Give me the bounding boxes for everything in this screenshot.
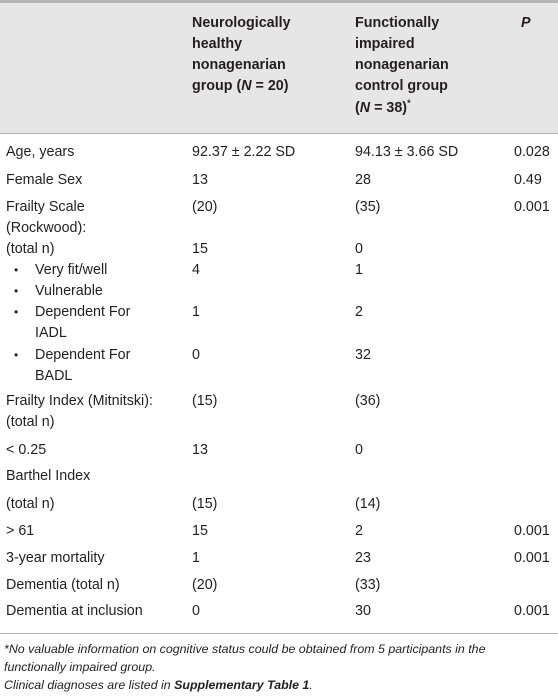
bullet-dependent-iadl: • (14, 305, 19, 319)
row-label-lt-025: < 0.25 (6, 442, 47, 458)
row-dependent-iadl-impaired: 2 (355, 304, 363, 320)
row-label-dependent-iadl: Dependent For (35, 304, 131, 320)
row-frailty-scale-p: 0.001 (514, 199, 550, 215)
row-age-healthy: 92.37 ± 2.22 SD (192, 144, 296, 160)
row-gt-61-impaired: 2 (355, 523, 363, 539)
row-frailty-index-healthy: (15) (192, 393, 218, 409)
top-rule (0, 0, 558, 3)
row-label-very-fit: Very fit/well (35, 262, 108, 278)
row-mortality-healthy: 1 (192, 550, 200, 566)
row-label-vulnerable: Vulnerable (35, 283, 103, 299)
row-dependent-badl-impaired: 32 (355, 347, 371, 363)
row-label-frailty-index-2: (total n) (6, 414, 55, 430)
footnote-line-1: *No valuable information on cognitive st… (4, 642, 486, 656)
bullet-vulnerable: • (14, 284, 19, 298)
row-barthel-total-healthy: (15) (192, 496, 218, 512)
header-col2-line2: impaired (355, 36, 415, 52)
row-label-dementia-total: Dementia (total n) (6, 577, 120, 593)
row-female-healthy: 13 (192, 172, 208, 188)
row-label-barthel-total: (total n) (6, 496, 55, 512)
row-frailty-scale-healthy: (20) (192, 199, 218, 215)
row-female-p: 0.49 (514, 172, 542, 188)
header-rule (0, 133, 558, 134)
row-mortality-p: 0.001 (514, 550, 550, 566)
row-dependent-badl-healthy: 0 (192, 347, 200, 363)
row-frailty-index-impaired: (36) (355, 393, 381, 409)
row-age-p: 0.028 (514, 144, 550, 160)
row-label-age: Age, years (6, 144, 75, 160)
row-very-fit-impaired: 1 (355, 262, 363, 278)
row-frailty-total-impaired: 0 (355, 241, 363, 257)
row-frailty-scale-impaired: (35) (355, 199, 381, 215)
row-dementia-inclusion-p: 0.001 (514, 603, 550, 619)
row-dementia-total-healthy: (20) (192, 577, 218, 593)
row-label-mortality: 3-year mortality (6, 550, 105, 566)
row-barthel-total-impaired: (14) (355, 496, 381, 512)
header-col1-line4: group (N = 20) (192, 78, 289, 94)
supplementary-table-ref: Supplementary Table 1 (174, 678, 310, 692)
row-label-dependent-badl: Dependent For (35, 347, 131, 363)
row-label-dementia-inclusion: Dementia at inclusion (6, 603, 143, 619)
row-label-frailty-scale-2: (Rockwood): (6, 220, 87, 236)
row-frailty-total-healthy: 15 (192, 241, 208, 257)
header-col2-line5: (N = 38)* (355, 98, 411, 117)
bottom-rule (0, 633, 558, 634)
row-dependent-iadl-healthy: 1 (192, 304, 200, 320)
row-dementia-total-impaired: (33) (355, 577, 381, 593)
row-female-impaired: 28 (355, 172, 371, 188)
header-col1-line3: nonagenarian (192, 57, 286, 73)
row-lt-025-healthy: 13 (192, 442, 208, 458)
row-gt-61-healthy: 15 (192, 523, 208, 539)
row-dementia-inclusion-impaired: 30 (355, 603, 371, 619)
row-label-dependent-badl-2: BADL (35, 368, 73, 384)
row-label-frailty-index: Frailty Index (Mitnitski): (6, 393, 153, 409)
row-label-barthel: Barthel Index (6, 468, 91, 484)
bullet-dependent-badl: • (14, 348, 19, 362)
row-very-fit-healthy: 4 (192, 262, 200, 278)
row-mortality-impaired: 23 (355, 550, 371, 566)
header-col2-line3: nonagenarian (355, 57, 449, 73)
header-band (0, 3, 558, 133)
row-lt-025-impaired: 0 (355, 442, 363, 458)
row-gt-61-p: 0.001 (514, 523, 550, 539)
row-label-dependent-iadl-2: IADL (35, 325, 67, 341)
row-label-gt-61: > 61 (6, 523, 35, 539)
row-label-female: Female Sex (6, 172, 83, 188)
header-col2-line4: control group (355, 78, 448, 94)
header-col1-line1: Neurologically (192, 15, 291, 31)
row-label-frailty-total: (total n) (6, 241, 55, 257)
row-dementia-inclusion-healthy: 0 (192, 603, 200, 619)
footnote-line-3: Clinical diagnoses are listed in Supplem… (4, 678, 313, 692)
bullet-very-fit: • (14, 263, 19, 277)
footnote-line-2: functionally impaired group. (4, 660, 156, 674)
row-label-frailty-scale: Frailty Scale (6, 199, 85, 215)
header-col3-p: P (521, 15, 531, 31)
header-col1-line2: healthy (192, 36, 243, 52)
row-age-impaired: 94.13 ± 3.66 SD (355, 144, 459, 160)
header-col2-line1: Functionally (355, 15, 440, 31)
